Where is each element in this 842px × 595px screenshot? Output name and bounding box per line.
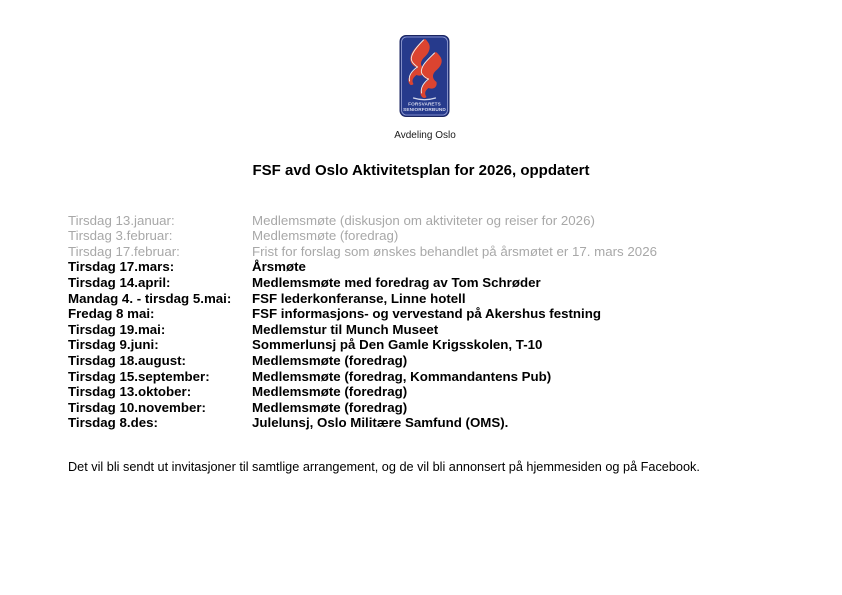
svg-text:SENIORFORBUND: SENIORFORBUND xyxy=(403,107,446,112)
svg-text:FORSVARETS: FORSVARETS xyxy=(408,102,441,107)
